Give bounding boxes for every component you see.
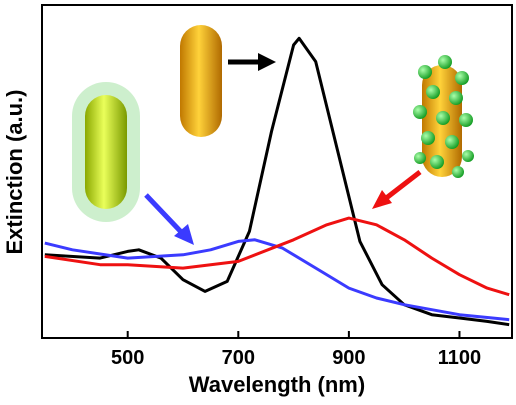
x-tick-label: 500 (111, 347, 144, 369)
series-line (44, 238, 510, 322)
plot-frame (41, 4, 513, 339)
x-tick-label: 1100 (438, 347, 481, 369)
arrow-black (228, 53, 276, 71)
arrow-red (372, 170, 422, 209)
arrow-blue (144, 193, 194, 245)
y-axis-label: Extinction (a.u.) (2, 90, 27, 255)
x-tick-label: 900 (332, 347, 365, 369)
series-line (44, 216, 510, 297)
illustration-decorated-rod (413, 55, 474, 178)
illustration-coated-rod (72, 82, 140, 222)
x-axis-label: Wavelength (nm) (189, 372, 365, 397)
x-tick-label: 700 (222, 347, 255, 369)
illustration-gold-rod (180, 25, 222, 137)
series-line (44, 36, 510, 327)
